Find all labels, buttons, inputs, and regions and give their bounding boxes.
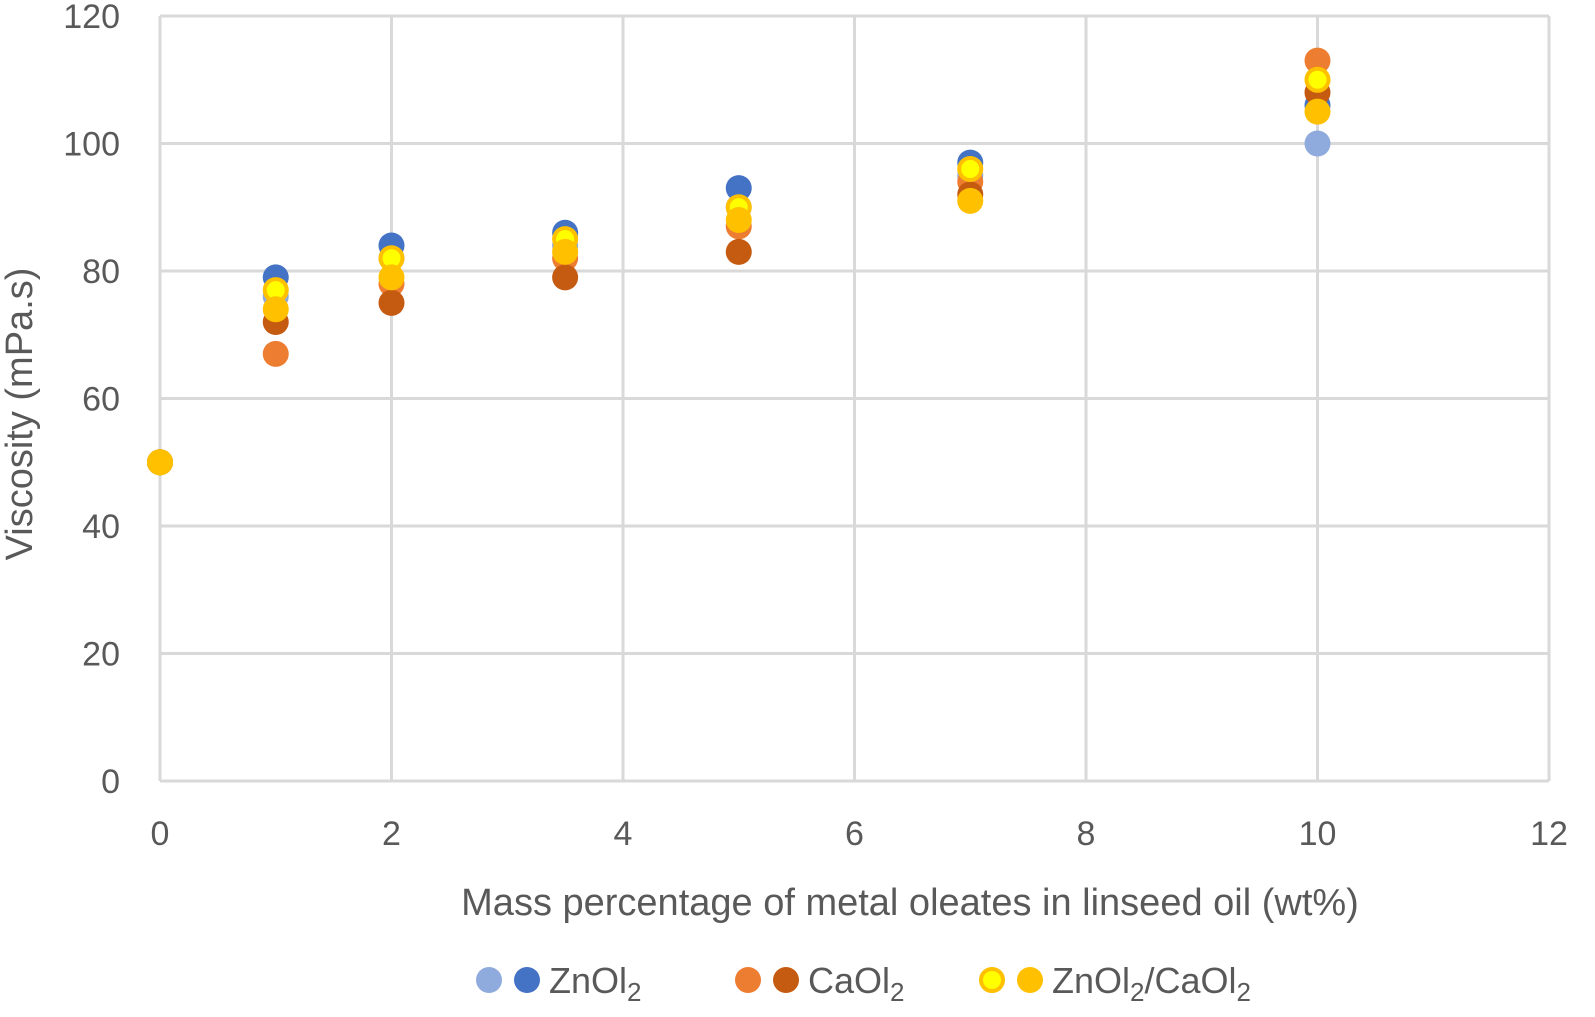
legend-marker-1-b xyxy=(773,967,799,993)
point-series-2-1 xyxy=(262,340,289,367)
legend-label-2: ZnOl2/CaOl2 xyxy=(1052,960,1251,1007)
legend-marker-0-b xyxy=(514,967,540,993)
legend-marker-1-a xyxy=(735,967,761,993)
x-axis-title: Mass percentage of metal oleates in lins… xyxy=(461,882,1359,924)
point-series-4-5 xyxy=(957,156,984,182)
x-tick-label-3: 6 xyxy=(845,815,864,853)
point-series-3-2 xyxy=(378,289,405,316)
x-tick-label-6: 12 xyxy=(1530,815,1568,853)
point-series-2-6 xyxy=(1304,47,1331,74)
point-series-0-6 xyxy=(1304,130,1331,157)
tick-labels: 0 20 40 60 80 100 120 0 2 4 6 8 10 12 xyxy=(63,0,1568,853)
point-series-4-6 xyxy=(1304,66,1331,93)
y-axis-title: Viscosity (mPa.s) xyxy=(0,268,41,561)
legend-marker-2-a xyxy=(979,967,1005,993)
point-series-3-3 xyxy=(552,264,579,291)
point-series-5-2 xyxy=(378,264,405,291)
x-tick-label-0: 0 xyxy=(151,815,170,853)
point-series-5-3 xyxy=(552,238,579,265)
point-series-5-0 xyxy=(147,449,173,476)
grid-lines xyxy=(158,14,1551,783)
y-tick-label-5: 100 xyxy=(63,126,120,164)
point-series-5-5 xyxy=(957,187,984,214)
y-tick-label-3: 60 xyxy=(82,381,120,419)
point-series-5-1 xyxy=(262,296,289,323)
point-series-5-6 xyxy=(1304,98,1331,125)
y-tick-label-6: 120 xyxy=(63,0,120,36)
y-tick-label-4: 80 xyxy=(82,253,120,291)
legend: ZnOl2 CaOl2 ZnOl2/CaOl2 xyxy=(476,960,1251,1007)
x-tick-label-1: 2 xyxy=(382,815,401,853)
x-tick-label-2: 4 xyxy=(614,815,633,853)
legend-label-0: ZnOl2 xyxy=(549,960,641,1007)
legend-label-1: CaOl2 xyxy=(808,960,905,1007)
x-tick-label-5: 10 xyxy=(1299,815,1337,853)
legend-marker-2-b xyxy=(1017,967,1043,993)
x-tick-label-4: 8 xyxy=(1077,815,1096,853)
point-series-5-4 xyxy=(725,207,752,233)
point-series-1-4 xyxy=(725,175,752,202)
y-tick-label-1: 20 xyxy=(82,636,120,674)
data-points xyxy=(147,47,1331,476)
legend-marker-0-a xyxy=(476,967,502,993)
point-series-3-4 xyxy=(725,238,752,265)
y-tick-label-0: 0 xyxy=(101,763,120,801)
y-tick-label-2: 40 xyxy=(82,508,120,546)
